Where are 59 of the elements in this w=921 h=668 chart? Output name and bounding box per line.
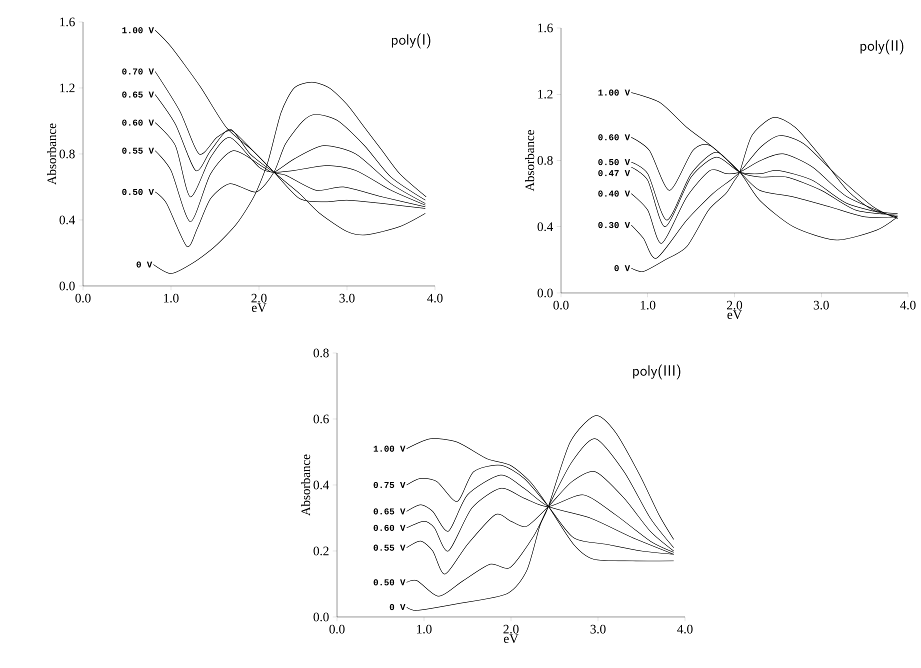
series-label: 0.50 V xyxy=(374,579,406,586)
x-tick-label: 3.0 xyxy=(814,300,829,310)
series-label: 0.75 V xyxy=(374,482,406,488)
series-label: 1.00 V xyxy=(122,27,154,34)
y-tick-label: 1.6 xyxy=(538,24,553,32)
series-label: 0.60 V xyxy=(122,120,154,126)
y-tick-label: 1.2 xyxy=(60,84,75,92)
y-tick-label: 0.8 xyxy=(538,156,553,165)
series-label: 0 V xyxy=(390,604,406,610)
y-tick-label: 0.4 xyxy=(314,480,330,490)
y-tick-label: 0.4 xyxy=(60,216,76,224)
series-label: 0.65 V xyxy=(122,92,154,98)
y-tick-label: 0.8 xyxy=(314,348,329,358)
x-tick-label: 3.0 xyxy=(590,624,606,634)
x-tick-label: 0.0 xyxy=(329,624,345,634)
x-tick-label: 2.0 xyxy=(503,624,519,634)
text: poly(I) xyxy=(392,33,430,48)
x-tick-label: 4.0 xyxy=(900,300,916,310)
series-label: 0.30 V xyxy=(598,222,630,228)
x-tick-label: 3.0 xyxy=(340,294,355,303)
text: poly(III) xyxy=(633,364,680,380)
series-label: 0 V xyxy=(614,265,630,272)
series-label: 1.00 V xyxy=(598,90,630,96)
series-label: 0.60 V xyxy=(598,134,630,140)
x-tick-label: 4.0 xyxy=(427,294,443,303)
series-label: 0.50 V xyxy=(598,159,630,166)
y-axis-title: Absorbance xyxy=(47,124,56,185)
y-tick-label: 0.0 xyxy=(60,282,75,290)
series-label: 0.50 V xyxy=(122,188,154,195)
y-tick-label: 0.0 xyxy=(314,612,329,622)
series-label: 0.55 V xyxy=(374,544,406,551)
x-axis-title: eV xyxy=(727,310,742,320)
x-tick-label: 1.0 xyxy=(417,624,432,634)
x-tick-label: 4.0 xyxy=(677,624,693,634)
series-label: 0.65 V xyxy=(374,508,406,514)
y-tick-label: 0.4 xyxy=(538,222,554,232)
series-label: 0.47 V xyxy=(598,170,630,176)
x-tick-label: 1.0 xyxy=(164,294,179,303)
series-label: 0.70 V xyxy=(122,68,154,75)
series-label: 0 V xyxy=(136,261,152,268)
y-axis-title: Absorbance xyxy=(525,130,534,192)
y-tick-label: 0.2 xyxy=(314,546,329,556)
x-tick-label: 2.0 xyxy=(251,294,267,303)
series-label: 0.55 V xyxy=(122,148,154,154)
y-tick-label: 0.6 xyxy=(314,414,329,424)
y-tick-label: 1.2 xyxy=(538,90,553,99)
x-tick-label: 0.0 xyxy=(553,300,569,310)
x-axis-title: eV xyxy=(504,634,518,644)
x-tick-label: 1.0 xyxy=(640,300,656,310)
x-axis-title: eV xyxy=(252,303,266,312)
x-tick-label: 2.0 xyxy=(726,300,742,310)
series-label: 0.60 V xyxy=(374,524,406,531)
y-tick-label: 1.6 xyxy=(60,18,75,26)
x-tick-label: 0.0 xyxy=(75,294,91,303)
y-axis-title: Absorbance xyxy=(301,454,310,516)
y-tick-label: 0.8 xyxy=(60,150,75,158)
series-label: 0.40 V xyxy=(598,190,630,197)
text: poly(II) xyxy=(860,39,904,54)
series-label: 1.00 V xyxy=(374,446,406,452)
